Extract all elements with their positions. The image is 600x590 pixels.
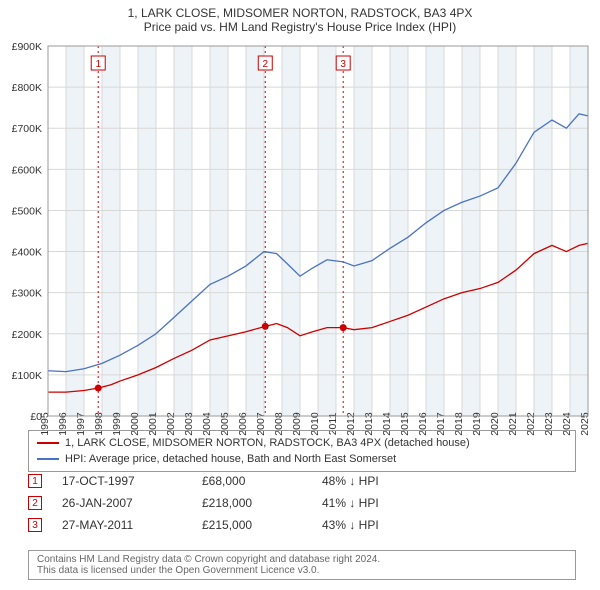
legend-label-hpi: HPI: Average price, detached house, Bath… xyxy=(65,453,396,465)
sale-diff: 43% ↓ HPI xyxy=(322,518,576,532)
legend-swatch-hpi xyxy=(37,458,59,460)
footer-line2: This data is licensed under the Open Gov… xyxy=(37,565,567,576)
footer-box: Contains HM Land Registry data © Crown c… xyxy=(28,550,576,580)
sale-diff: 48% ↓ HPI xyxy=(322,474,576,488)
sale-date: 26-JAN-2007 xyxy=(62,496,202,510)
marker-badge-3: 3 xyxy=(28,518,42,532)
svg-text:£800K: £800K xyxy=(12,82,42,94)
table-row: 2 26-JAN-2007 £218,000 41% ↓ HPI xyxy=(28,492,576,514)
svg-text:£400K: £400K xyxy=(12,247,42,259)
table-row: 3 27-MAY-2011 £215,000 43% ↓ HPI xyxy=(28,514,576,536)
legend-label-property: 1, LARK CLOSE, MIDSOMER NORTON, RADSTOCK… xyxy=(65,437,470,449)
sale-price: £215,000 xyxy=(202,518,322,532)
table-row: 1 17-OCT-1997 £68,000 48% ↓ HPI xyxy=(28,470,576,492)
svg-text:£300K: £300K xyxy=(12,288,42,300)
sale-price: £68,000 xyxy=(202,474,322,488)
footer-line1: Contains HM Land Registry data © Crown c… xyxy=(37,554,567,565)
sale-date: 27-MAY-2011 xyxy=(62,518,202,532)
marker-badge-1: 1 xyxy=(28,474,42,488)
legend-swatch-property xyxy=(37,442,59,444)
sale-price: £218,000 xyxy=(202,496,322,510)
svg-text:1: 1 xyxy=(95,59,101,70)
svg-text:£100K: £100K xyxy=(12,370,42,382)
legend-box: 1, LARK CLOSE, MIDSOMER NORTON, RADSTOCK… xyxy=(28,430,576,472)
svg-text:2: 2 xyxy=(262,59,268,70)
title-line2: Price paid vs. HM Land Registry's House … xyxy=(0,20,600,34)
svg-text:£700K: £700K xyxy=(12,123,42,135)
marker-badge-2: 2 xyxy=(28,496,42,510)
title-line1: 1, LARK CLOSE, MIDSOMER NORTON, RADSTOCK… xyxy=(0,6,600,20)
svg-text:3: 3 xyxy=(340,59,346,70)
sale-diff: 41% ↓ HPI xyxy=(322,496,576,510)
svg-text:£900K: £900K xyxy=(12,41,42,53)
svg-text:£600K: £600K xyxy=(12,164,42,176)
sales-table: 1 17-OCT-1997 £68,000 48% ↓ HPI 2 26-JAN… xyxy=(28,470,576,536)
sale-date: 17-OCT-1997 xyxy=(62,474,202,488)
svg-text:£200K: £200K xyxy=(12,329,42,341)
svg-text:£500K: £500K xyxy=(12,205,42,217)
price-chart: £0£100K£200K£300K£400K£500K£600K£700K£80… xyxy=(48,46,588,416)
